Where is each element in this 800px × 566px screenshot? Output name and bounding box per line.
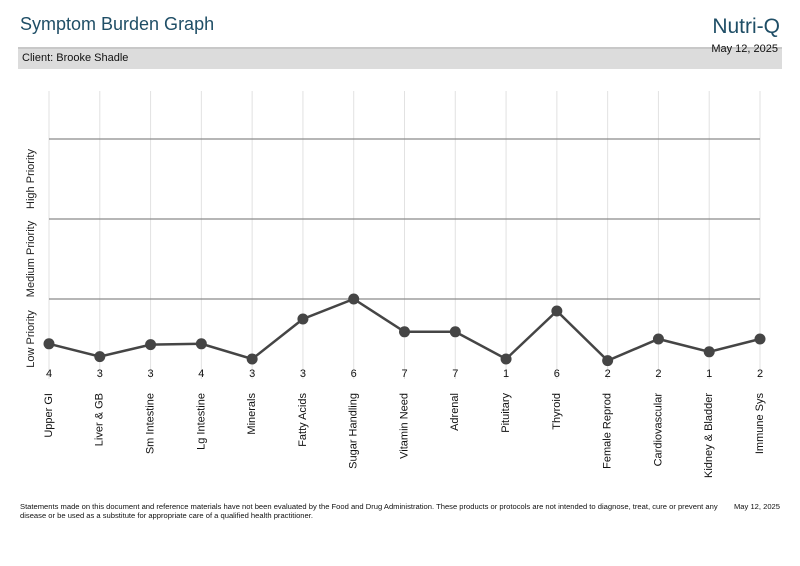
count-label: 6 (351, 368, 357, 380)
point (43, 338, 55, 350)
chart: Low Priority Medium Priority High Priority… (25, 91, 766, 478)
point (195, 338, 207, 350)
x-tick-label: Thyroid (551, 393, 563, 430)
count-label: 4 (46, 368, 52, 380)
count-label: 6 (554, 368, 560, 380)
brand: Nutri-Q (712, 15, 780, 38)
x-tick-label: Adrenal (449, 393, 461, 431)
count-label: 1 (706, 368, 712, 380)
x-tick-label: Pituitary (500, 393, 512, 433)
count-label: 4 (198, 368, 204, 380)
point (348, 293, 360, 305)
point (145, 339, 157, 351)
client-bar: Client: Brooke Shadle (18, 47, 782, 69)
header-date: May 12, 2025 (711, 43, 778, 55)
count-label: 3 (300, 368, 306, 380)
x-tick-label: Female Reprod (602, 393, 614, 469)
x-tick-label: Minerals (246, 393, 258, 435)
count-label: 3 (97, 368, 103, 380)
count-label: 1 (503, 368, 509, 380)
x-tick-label: Liver & GB (94, 393, 106, 446)
band-label: Low Priority (25, 310, 37, 368)
x-tick-label: Sm Intestine (144, 393, 156, 454)
x-tick-label: Vitamin Need (398, 393, 410, 459)
count-label: 7 (401, 368, 407, 380)
band-label: High Priority (25, 149, 37, 209)
point (754, 333, 766, 345)
point (500, 353, 512, 365)
x-tick-label: Upper GI (43, 393, 55, 438)
point (652, 333, 664, 345)
x-tick-label: Immune Sys (754, 393, 766, 455)
disclaimer: Statements made on this document and ref… (20, 502, 718, 520)
count-label: 2 (605, 368, 611, 380)
point (602, 355, 614, 367)
count-label: 7 (452, 368, 458, 380)
point (246, 353, 258, 365)
point (703, 346, 715, 358)
x-tick-label: Kidney & Bladder (703, 393, 715, 478)
point (449, 326, 461, 338)
footer-date: May 12, 2025 (733, 502, 780, 511)
x-tick-label: Sugar Handling (348, 393, 360, 469)
point (297, 313, 309, 325)
count-label: 2 (757, 368, 763, 380)
point (551, 305, 563, 317)
x-tick-label: Cardiovascular (652, 393, 664, 467)
x-tick-label: Fatty Acids (297, 393, 309, 447)
x-tick-label: Lg Intestine (195, 393, 207, 450)
point (399, 326, 410, 338)
count-label: 3 (148, 368, 154, 380)
page-title: Symptom Burden Graph (20, 14, 215, 34)
point (94, 351, 106, 363)
band-label: Medium Priority (25, 220, 37, 297)
count-label: 3 (249, 368, 255, 380)
count-label: 2 (655, 368, 661, 380)
